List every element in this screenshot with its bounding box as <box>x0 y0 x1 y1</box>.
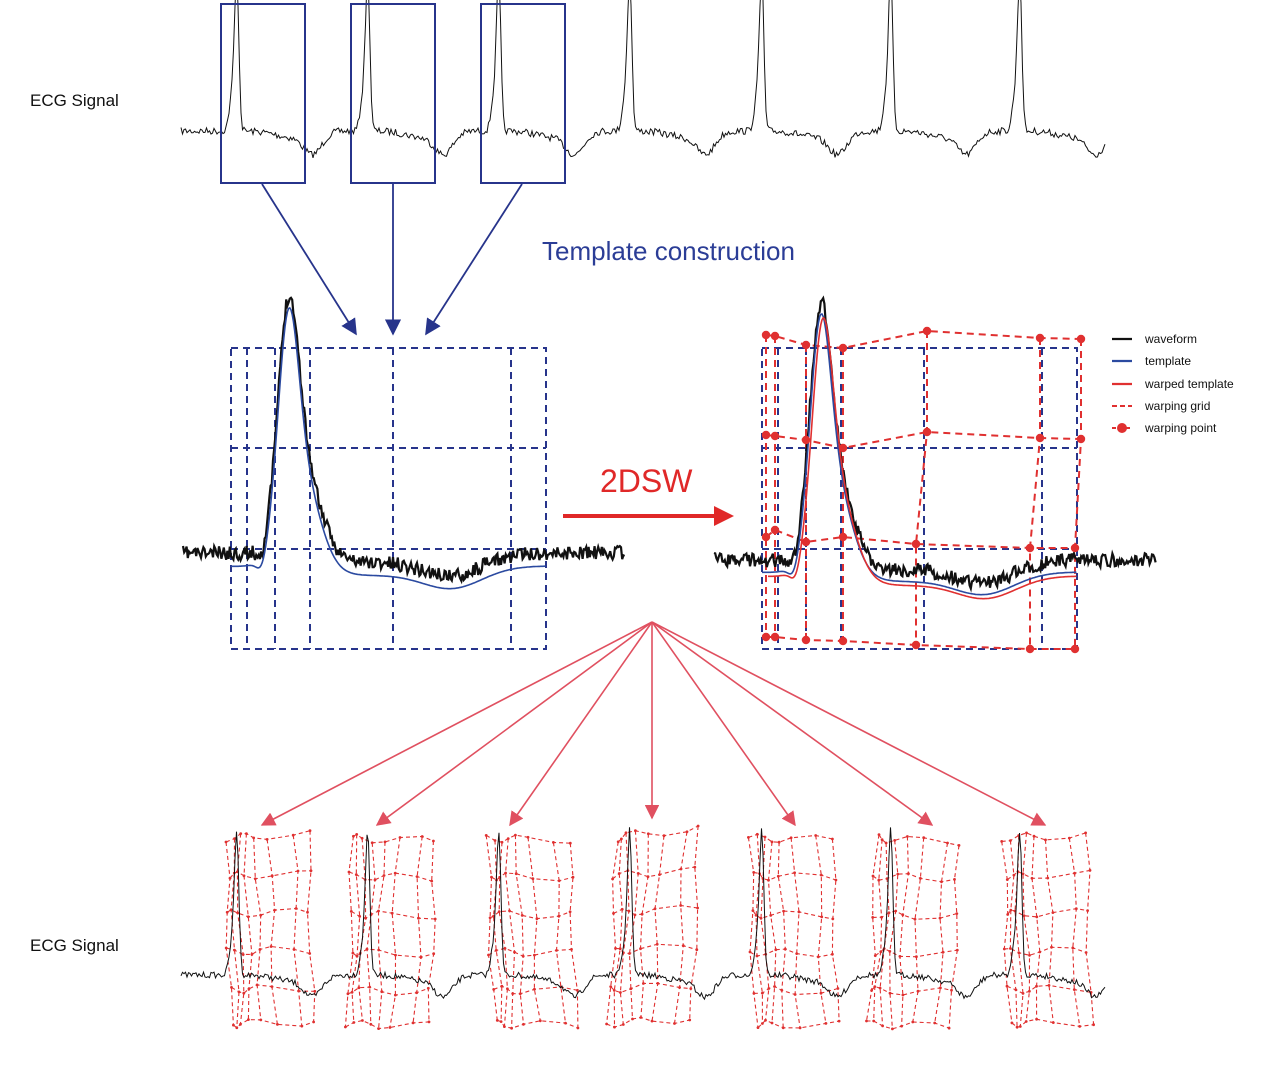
warping-point <box>761 532 771 542</box>
ecg-signal-label-bottom: ECG Signal <box>30 936 119 955</box>
bottom-warping-grids <box>224 824 1095 1031</box>
bottom-ecg-waveform <box>180 827 1106 1001</box>
warping-point <box>838 636 848 646</box>
method-label-2dsw: 2DSW <box>600 463 693 499</box>
small-warping-grid-3 <box>484 833 580 1030</box>
distribution-arrow-2 <box>375 621 653 826</box>
warping-point <box>761 330 771 340</box>
warping-point <box>761 632 771 642</box>
template-panel <box>181 296 626 650</box>
warping-point <box>770 331 780 341</box>
warping-point <box>922 427 932 437</box>
warping-point <box>801 635 811 645</box>
small-warping-grid-5 <box>747 832 841 1030</box>
ecg-signal-label-top: ECG Signal <box>30 91 119 110</box>
warping-point <box>770 431 780 441</box>
waveform-beat-right <box>713 295 1157 593</box>
warping-point <box>1070 644 1080 654</box>
warping-point <box>911 640 921 650</box>
legend-label-waveform: waveform <box>1144 332 1197 346</box>
beat-box-3 <box>480 3 566 184</box>
warping-point <box>922 326 932 336</box>
small-warping-grid-4 <box>605 824 700 1029</box>
warping-point <box>801 435 811 445</box>
legend: waveform template warped template warpin… <box>1112 332 1234 435</box>
construction-arrow-1 <box>261 183 357 336</box>
distribution-arrow-7 <box>651 621 1047 826</box>
distribution-arrow-5 <box>651 621 796 827</box>
warping-point <box>1070 543 1080 553</box>
warping-point <box>1035 433 1045 443</box>
legend-label-warping-point: warping point <box>1144 421 1217 435</box>
small-warping-grid-2 <box>344 833 437 1030</box>
warping-point <box>770 525 780 535</box>
warping-point <box>838 443 848 453</box>
warping-point <box>801 340 811 350</box>
bottom-ecg-signal <box>180 827 1106 1001</box>
construction-arrow-3 <box>425 183 523 336</box>
small-warping-grid-7 <box>1000 831 1095 1029</box>
warping-point <box>801 537 811 547</box>
distribution-arrow-3 <box>509 621 653 827</box>
template-curve <box>231 306 546 590</box>
warping-point <box>1076 334 1086 344</box>
warping-point <box>770 632 780 642</box>
warping-point <box>838 343 848 353</box>
top-ecg-signal <box>180 0 1106 159</box>
top-ecg-waveform <box>180 0 1106 159</box>
warped-template-panel <box>713 295 1157 654</box>
warping-point <box>761 430 771 440</box>
warping-point <box>1025 543 1035 553</box>
legend-label-warped-template: warped template <box>1144 377 1234 391</box>
warping-point <box>1035 333 1045 343</box>
distribution-arrow-6 <box>651 621 934 826</box>
warping-point <box>838 532 848 542</box>
template-construction-label: Template construction <box>542 236 795 266</box>
warping-points <box>761 326 1086 654</box>
legend-label-warping-grid: warping grid <box>1144 399 1210 413</box>
beat-selection-boxes <box>220 3 566 184</box>
distribution-arrows <box>260 621 1047 827</box>
waveform-beat <box>181 296 626 585</box>
warped-template-curve <box>768 316 1077 600</box>
distribution-arrow-1 <box>260 621 653 826</box>
beat-box-2 <box>350 3 436 184</box>
warping-point <box>911 539 921 549</box>
legend-swatch-warping-point <box>1117 423 1127 433</box>
small-warping-grid-6 <box>865 833 961 1031</box>
warping-point <box>1025 644 1035 654</box>
beat-box-1 <box>220 3 306 184</box>
template-construction-arrows <box>261 183 523 336</box>
warping-point <box>1076 434 1086 444</box>
template-blue-grid <box>230 347 547 650</box>
template-curve-right <box>762 313 1077 596</box>
legend-label-template: template <box>1145 354 1191 368</box>
